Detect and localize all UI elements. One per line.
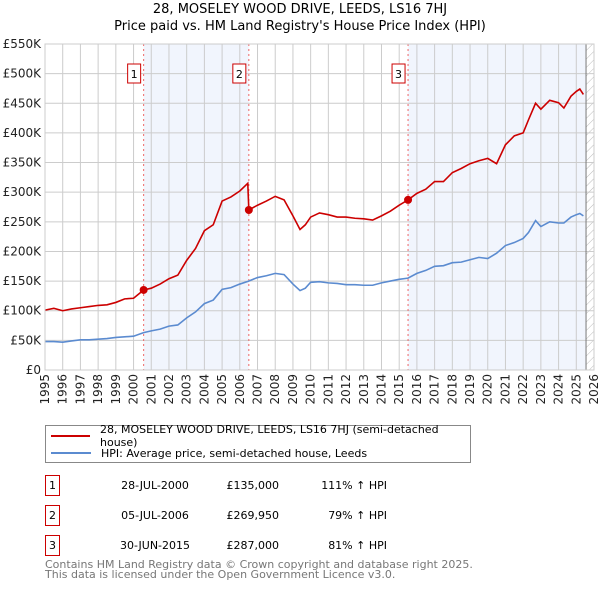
x-tick-label: 1996 xyxy=(56,374,70,405)
legend: 28, MOSELEY WOOD DRIVE, LEEDS, LS16 7HJ … xyxy=(45,423,471,463)
legend-swatch-blue xyxy=(51,452,91,454)
footer-licence: This data is licensed under the Open Gov… xyxy=(45,568,396,581)
y-tick-label: £500K xyxy=(3,67,43,81)
x-tick-label: 2017 xyxy=(428,374,442,405)
x-tick-label: 2016 xyxy=(410,374,424,405)
x-tick-label: 2007 xyxy=(251,374,265,405)
x-tick-label: 2015 xyxy=(392,374,406,405)
plot-frame xyxy=(44,43,595,371)
x-tick-label: 2021 xyxy=(498,374,512,405)
x-tick-label: 2002 xyxy=(162,374,176,405)
x-tick-label: 1995 xyxy=(38,374,52,405)
chart-subtitle: Price paid vs. HM Land Registry's House … xyxy=(114,19,486,34)
footer-copyright: Contains HM Land Registry data © Crown c… xyxy=(45,558,473,571)
sale-label: 3 xyxy=(395,68,402,81)
transaction-date: 05-JUL-2006 xyxy=(121,509,189,522)
forecast-hatch xyxy=(586,44,594,370)
series-line xyxy=(45,212,584,343)
x-tick-label: 2010 xyxy=(304,374,318,405)
transaction-date: 30-JUN-2015 xyxy=(119,539,191,552)
x-tick-label: 2018 xyxy=(445,374,459,405)
x-tick-label: 2012 xyxy=(339,374,353,405)
x-tick-label: 2019 xyxy=(463,374,477,405)
legend-label: 28, MOSELEY WOOD DRIVE, LEEDS, LS16 7HJ … xyxy=(100,423,439,449)
legend-item-hpi: HPI: Average price, semi-detached house,… xyxy=(51,445,367,461)
x-tick-label: 2013 xyxy=(357,374,371,405)
x-tick-label: 2004 xyxy=(197,374,211,405)
x-tick-label: 2006 xyxy=(233,374,247,405)
sale-label: 1 xyxy=(131,68,138,81)
y-tick-label: £350K xyxy=(3,156,43,170)
x-tick-label: 2020 xyxy=(481,374,495,405)
sale-point xyxy=(139,285,148,294)
y-tick-label: £0 xyxy=(26,363,41,377)
x-tick-label: 2026 xyxy=(587,374,600,405)
x-tick-label: 2000 xyxy=(127,374,141,405)
shaded-period xyxy=(408,44,587,370)
x-tick-label: 2024 xyxy=(552,374,566,405)
x-tick-label: 2014 xyxy=(374,374,388,405)
y-tick-label: £450K xyxy=(3,96,43,110)
y-tick-label: £50K xyxy=(10,333,42,347)
x-tick-label: 2023 xyxy=(534,374,548,405)
footer: Contains HM Land Registry data © Crown c… xyxy=(45,558,473,581)
transaction-hpi-diff: 81% ↑ HPI xyxy=(328,539,387,552)
sale-label: 2 xyxy=(236,68,243,81)
y-tick-label: £100K xyxy=(3,304,43,318)
legend-swatch-red xyxy=(51,435,90,437)
x-tick-label: 2011 xyxy=(321,374,335,405)
y-tick-label: £300K xyxy=(3,185,43,199)
transaction-hpi-diff: 111% ↑ HPI xyxy=(321,479,387,492)
x-tick-label: 2009 xyxy=(286,374,300,405)
y-tick-label: £400K xyxy=(3,126,43,140)
transaction-number: 1 xyxy=(45,475,60,496)
transaction-price: £269,950 xyxy=(226,509,280,522)
transaction-number: 3 xyxy=(45,535,60,556)
x-tick-label: 1997 xyxy=(73,374,87,405)
transaction-number: 2 xyxy=(45,505,60,526)
sale-point xyxy=(244,205,253,214)
sale-label-box xyxy=(232,63,247,84)
x-tick-label: 2008 xyxy=(268,374,282,405)
x-tick-label: 2003 xyxy=(180,374,194,405)
transaction-date: 28-JUL-2000 xyxy=(121,479,189,492)
x-tick-label: 1998 xyxy=(91,374,105,405)
transaction-price: £287,000 xyxy=(226,539,280,552)
x-tick-label: 2005 xyxy=(215,374,229,405)
legend-item-property: 28, MOSELEY WOOD DRIVE, LEEDS, LS16 7HJ … xyxy=(51,423,470,449)
sale-label-box xyxy=(127,63,142,84)
shaded-period xyxy=(143,44,249,370)
y-tick-label: £200K xyxy=(3,244,43,258)
transaction-price: £135,000 xyxy=(226,479,280,492)
legend-label: HPI: Average price, semi-detached house,… xyxy=(101,446,368,460)
x-tick-label: 2025 xyxy=(569,374,583,405)
price-chart: 1995 1996 1997 1998 1999 2000 2001 2002 2003 2004… xyxy=(3,37,600,405)
y-tick-label: £550K xyxy=(3,37,43,51)
x-tick-label: 2001 xyxy=(144,374,158,405)
y-tick-label: £250K xyxy=(3,215,43,229)
chart-title: 28, MOSELEY WOOD DRIVE, LEEDS, LS16 7HJ xyxy=(152,2,448,17)
sale-point xyxy=(404,195,413,204)
transaction-hpi-diff: 79% ↑ HPI xyxy=(328,509,387,522)
x-tick-label: 2022 xyxy=(516,374,530,405)
y-tick-label: £150K xyxy=(3,274,43,288)
x-tick-label: 1999 xyxy=(109,374,123,405)
sale-label-box xyxy=(391,63,406,84)
